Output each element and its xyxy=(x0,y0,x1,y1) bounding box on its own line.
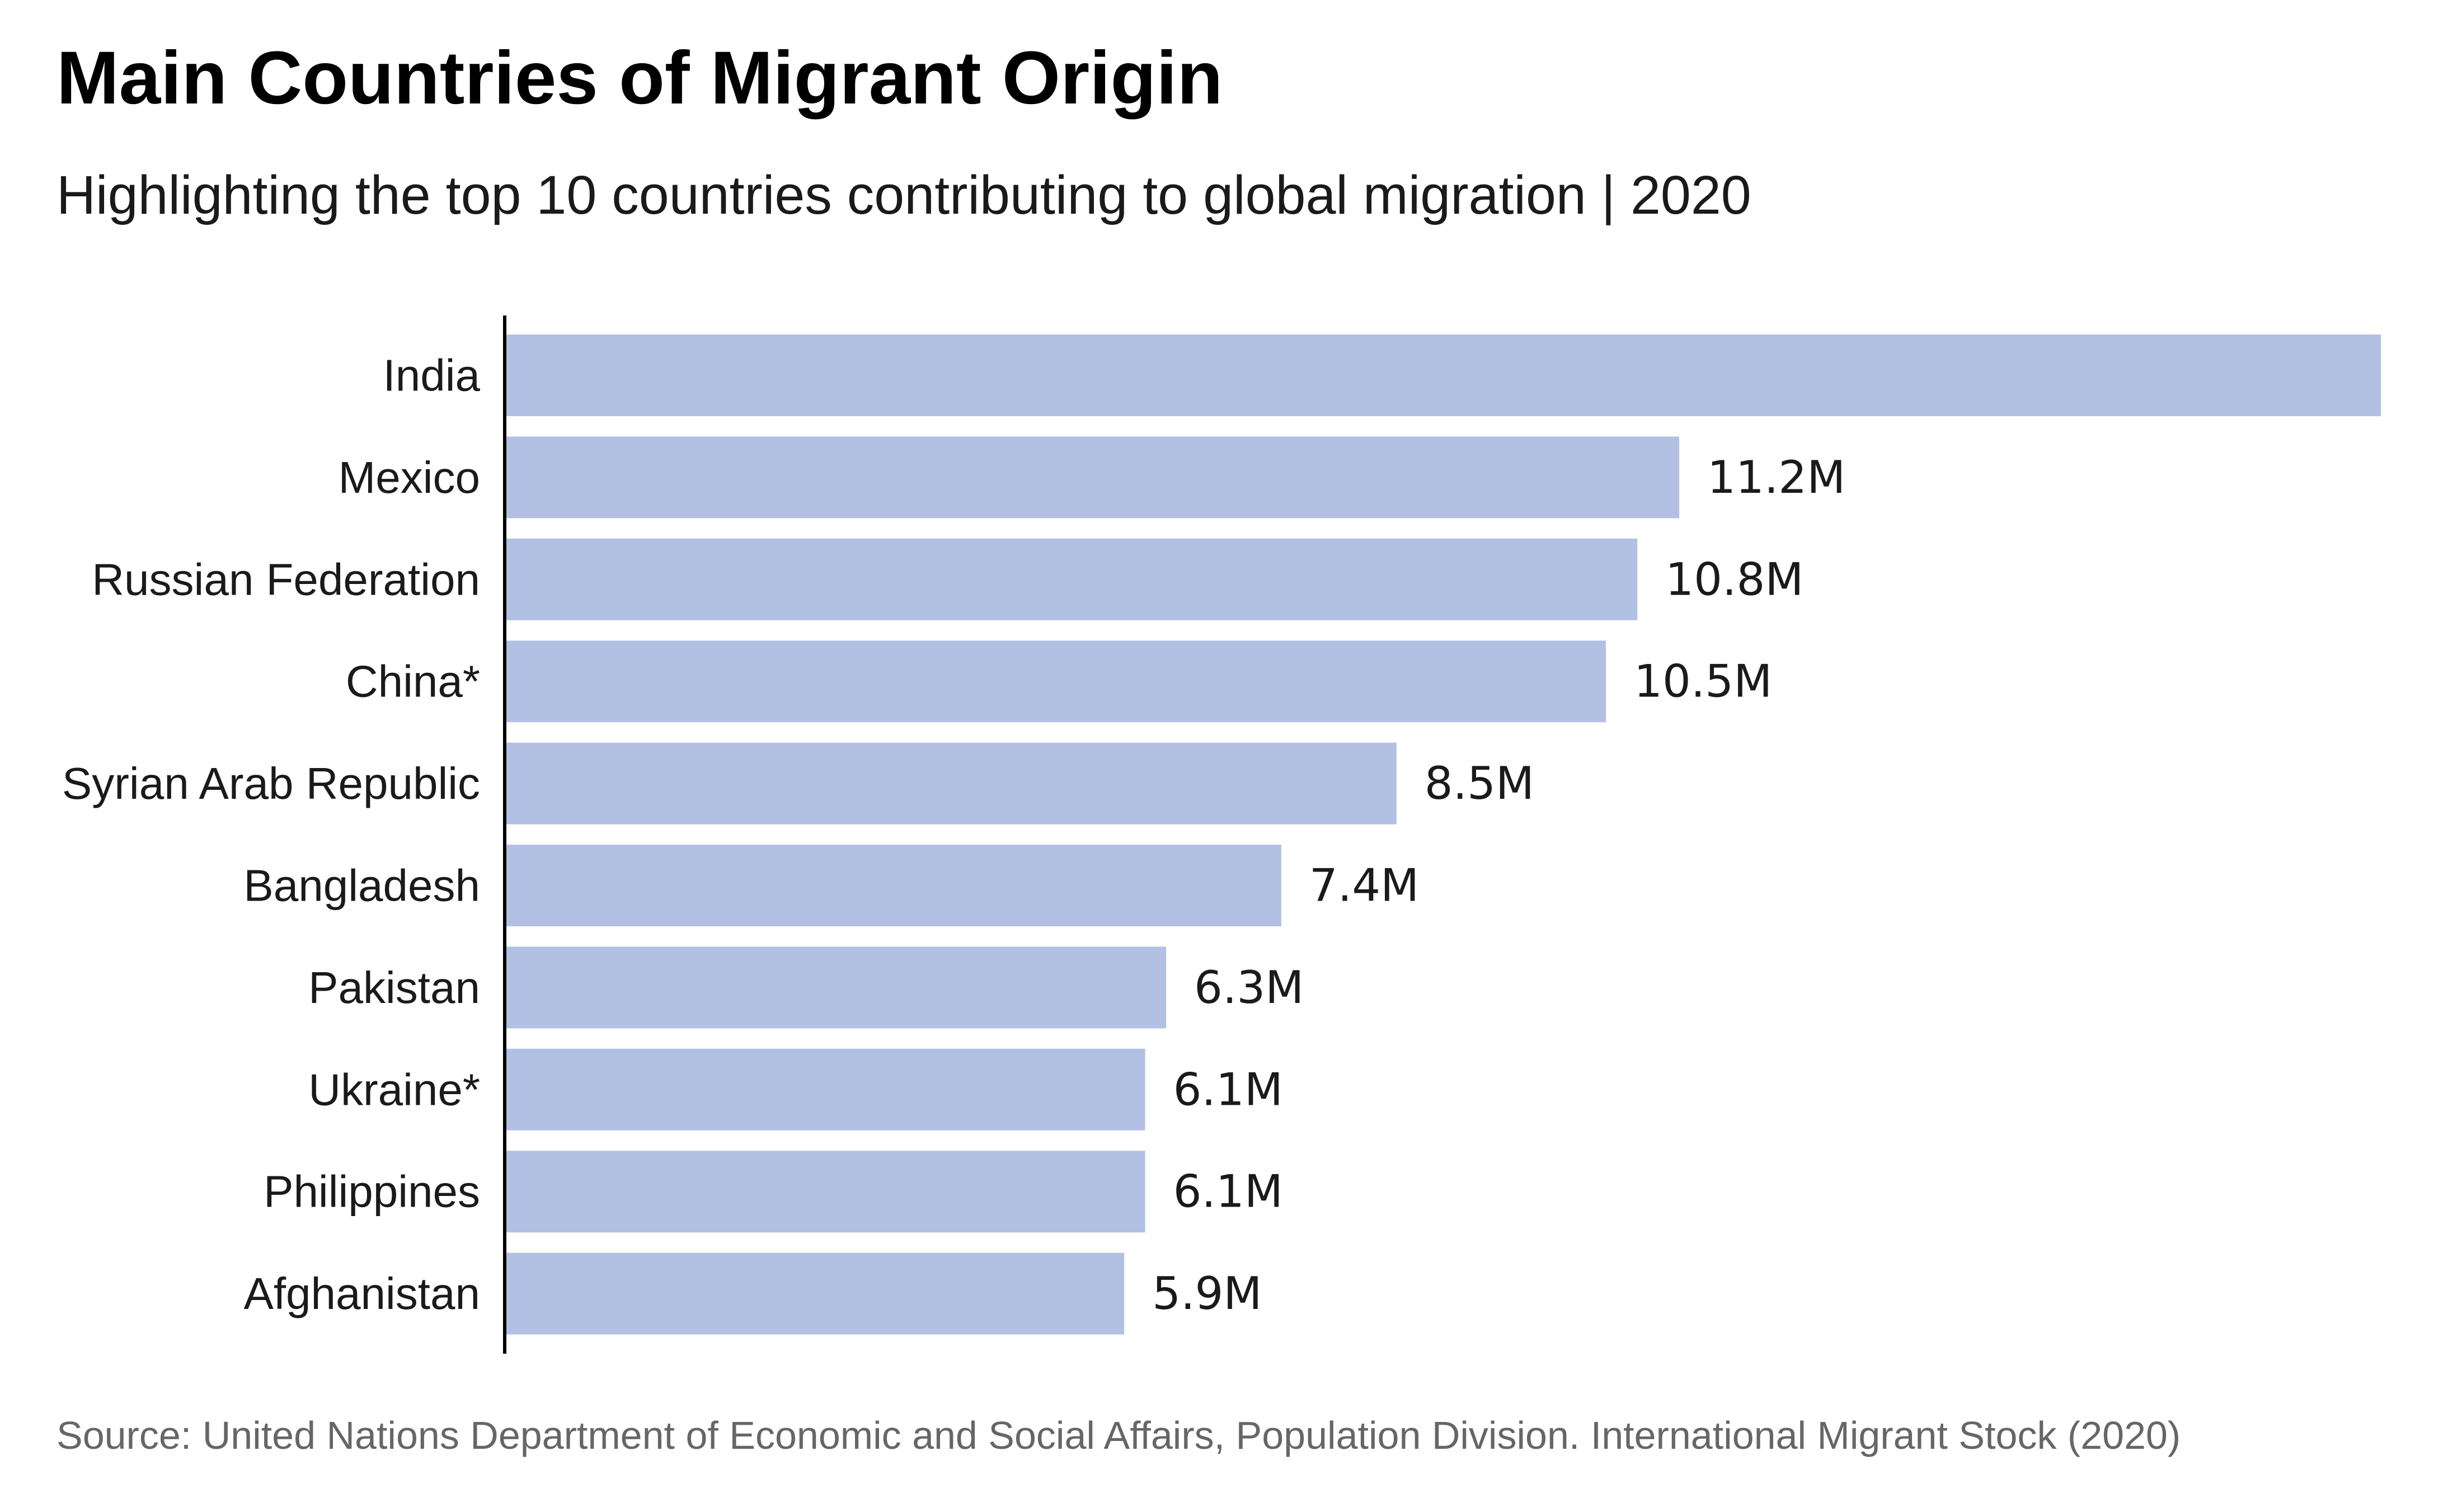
chart-title: Main Countries of Migrant Origin xyxy=(57,36,1223,120)
bar-philippines xyxy=(506,1151,1145,1233)
category-label-syrian-arab-republic: Syrian Arab Republic xyxy=(62,759,480,808)
category-label-bangladesh: Bangladesh xyxy=(243,861,480,911)
category-labels: India Mexico Russian Federation China* Syria… xyxy=(62,351,481,1319)
value-label-bangladesh: 7.4M xyxy=(1309,860,1419,912)
bar-india xyxy=(506,335,2381,416)
bar-bangladesh xyxy=(506,845,1281,926)
value-label-afghanistan: 5.9M xyxy=(1152,1268,1262,1320)
value-label-ukraine: 6.1M xyxy=(1173,1063,1283,1115)
bar-ukraine xyxy=(506,1048,1145,1131)
bar-afghanistan xyxy=(506,1252,1125,1335)
category-label-russian-federation: Russian Federation xyxy=(92,554,480,604)
bar-syrian-arab-republic xyxy=(506,742,1397,825)
chart-subtitle: Highlighting the top 10 countries contri… xyxy=(57,164,1751,225)
value-label-syrian-arab-republic: 8.5M xyxy=(1425,757,1534,809)
value-label-china: 10.5M xyxy=(1634,656,1772,708)
bar-china xyxy=(506,640,1606,723)
category-label-philippines: Philippines xyxy=(264,1167,480,1217)
bar-mexico xyxy=(506,436,1680,519)
bar-russian-federation xyxy=(506,538,1638,620)
category-label-ukraine: Ukraine* xyxy=(308,1064,480,1114)
bars-group xyxy=(506,335,2381,1335)
value-label-pakistan: 6.3M xyxy=(1194,962,1304,1014)
value-labels: 11.2M 10.8M 10.5M 8.5M7.4M6.3M 6.1M 6.1M 5.9M xyxy=(1152,451,1845,1320)
bar-pakistan xyxy=(506,946,1167,1029)
category-label-afghanistan: Afghanistan xyxy=(243,1269,480,1318)
source-note: Source: United Nations Department of Eco… xyxy=(57,1414,2181,1457)
value-label-russian-federation: 10.8M xyxy=(1665,553,1803,605)
category-label-china: China* xyxy=(346,657,480,706)
category-label-pakistan: Pakistan xyxy=(308,963,480,1012)
category-label-mexico: Mexico xyxy=(339,453,480,502)
value-label-philippines: 6.1M xyxy=(1173,1166,1283,1218)
category-label-india: India xyxy=(383,351,481,401)
value-label-mexico: 11.2M xyxy=(1707,451,1845,503)
